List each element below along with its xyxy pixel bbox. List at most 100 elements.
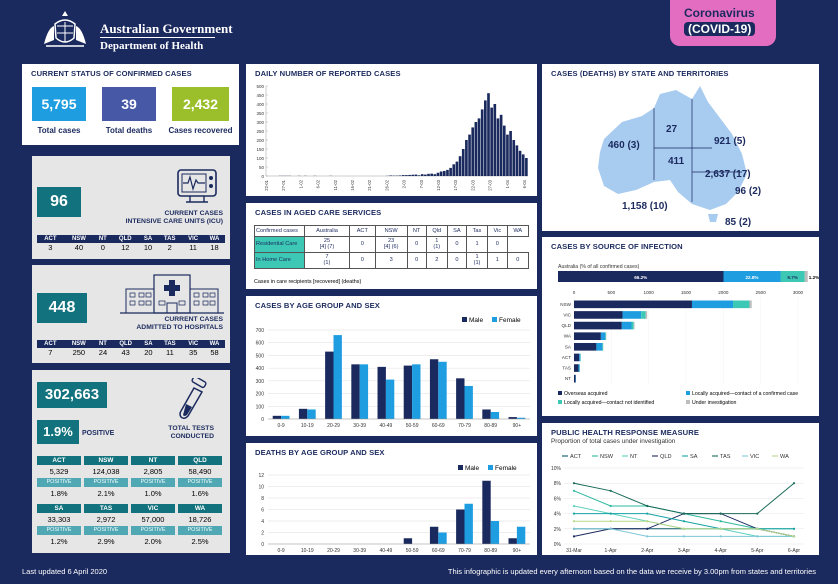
phrm-point bbox=[682, 535, 686, 538]
footer-note: This infographic is updated every aftern… bbox=[447, 567, 816, 576]
state-label: NT bbox=[93, 340, 112, 348]
daily-x-tick: 17-03 bbox=[453, 179, 458, 190]
source-bar bbox=[622, 311, 642, 319]
state-label: SA bbox=[139, 235, 158, 243]
phrm-legend-label: ACT bbox=[570, 454, 582, 460]
deaths-chart: 0 2 4 6 8 10 12 0-9 10-19 20-29 30-39 40-49 50-59 60-… bbox=[258, 465, 530, 554]
state-value: 3 bbox=[48, 243, 53, 252]
source-bar bbox=[574, 364, 579, 372]
source-aus-pct: 1.2% bbox=[809, 275, 819, 280]
test-positive-tag: POSITIVE bbox=[37, 478, 81, 487]
phrm-point bbox=[646, 527, 649, 530]
source-title: CASES BY SOURCE OF INFECTION bbox=[551, 242, 683, 251]
total-cases-box: 5,795 bbox=[32, 87, 86, 121]
bar-female bbox=[385, 379, 395, 419]
aged-care-table: Confirmed cases Australia ACT NSW NT Qld SA Tas… bbox=[254, 225, 529, 269]
aged-row-label: In Home Care bbox=[254, 251, 305, 269]
tests-state-grid: ACT 5,329 POSITIVE 1.8% NSW 124,038 POSITIVE 2.… bbox=[37, 456, 225, 550]
source-bar bbox=[602, 343, 604, 351]
daily-x-tick: 27-03 bbox=[488, 179, 493, 190]
daily-bar bbox=[420, 174, 424, 176]
daily-bar bbox=[461, 149, 465, 176]
daily-bar bbox=[512, 140, 516, 176]
daily-bar bbox=[484, 100, 487, 176]
source-x-tick: 1000 bbox=[644, 290, 655, 295]
test-state-pct: 2.1% bbox=[97, 489, 115, 498]
state-value: 7 bbox=[48, 348, 53, 357]
aged-row-label: Residential Care bbox=[254, 236, 305, 253]
total-cases-label: Total cases bbox=[37, 126, 81, 135]
x-tick: 60-69 bbox=[432, 423, 445, 429]
aged-cell: 0 bbox=[406, 236, 427, 253]
aged-care-panel: CASES IN AGED CARE SERVICES Confirmed ca… bbox=[246, 203, 537, 289]
aged-cell: 0 bbox=[487, 236, 508, 253]
phrm-legend-label: WA bbox=[780, 454, 789, 460]
phrm-point bbox=[572, 489, 576, 492]
icu-panel: 96 CURRENT CASES INTENSIVE CARE UNITS (I… bbox=[32, 156, 230, 259]
icu-label-1: CURRENT CASES bbox=[164, 210, 223, 217]
source-bar bbox=[578, 364, 580, 372]
gov-divider bbox=[100, 37, 215, 38]
y-tick: 300 bbox=[256, 379, 265, 385]
aged-cell: 2 bbox=[425, 251, 448, 269]
daily-bar bbox=[468, 134, 471, 176]
daily-bar bbox=[502, 125, 506, 176]
daily-bar bbox=[471, 127, 475, 176]
phrm-legend-label: NT bbox=[630, 454, 638, 460]
aged-cell: 0 bbox=[446, 236, 467, 253]
daily-bar bbox=[515, 145, 519, 176]
status-title: CURRENT STATUS OF CONFIRMED CASES bbox=[31, 69, 192, 78]
phrm-point bbox=[756, 512, 759, 515]
legend-male-label: Male bbox=[465, 465, 479, 472]
daily-bar bbox=[506, 134, 509, 176]
x-tick: 90+ bbox=[513, 423, 522, 429]
daily-bar bbox=[458, 156, 462, 176]
daily-y-tick: 200 bbox=[256, 138, 264, 143]
daily-x-tick: 21-02 bbox=[367, 179, 372, 190]
state-value: 12 bbox=[121, 243, 130, 252]
state-value: 24 bbox=[98, 348, 108, 357]
deaths-title: DEATHS BY AGE GROUP AND SEX bbox=[255, 448, 385, 457]
phrm-point bbox=[572, 482, 576, 485]
test-state-pct: 1.2% bbox=[50, 537, 68, 546]
map-panel: CASES (DEATHS) BY STATE AND TERRITORIES … bbox=[542, 64, 819, 231]
daily-y-tick: 350 bbox=[256, 111, 264, 116]
positive-label: POSITIVE bbox=[82, 430, 115, 437]
aged-cell: 7 (1) bbox=[304, 251, 350, 269]
source-y-tick: WA bbox=[564, 334, 572, 339]
phrm-title: PUBLIC HEALTH RESPONSE MEASURE bbox=[551, 428, 699, 437]
status-panel: CURRENT STATUS OF CONFIRMED CASES 5,795 … bbox=[22, 64, 239, 145]
map-label-act: 96 (2) bbox=[735, 186, 761, 197]
positive-pct: 1.9% bbox=[37, 420, 79, 444]
phrm-point bbox=[682, 512, 686, 515]
daily-bar bbox=[496, 118, 500, 176]
test-state-count: 2,805 bbox=[143, 467, 163, 476]
source-x-tick: 2000 bbox=[718, 290, 729, 295]
legend-female-label: Female bbox=[495, 465, 517, 472]
daily-panel: DAILY NUMBER OF REPORTED CASES 0 50 100 150… bbox=[246, 64, 537, 196]
phrm-panel: PUBLIC HEALTH RESPONSE MEASURE Proportio… bbox=[542, 423, 819, 555]
source-bar bbox=[600, 332, 606, 340]
phrm-x-tick: 5-Apr bbox=[751, 548, 764, 554]
aged-title: CASES IN AGED CARE SERVICES bbox=[255, 208, 382, 217]
bar-female bbox=[490, 412, 500, 419]
age-sex-title: CASES BY AGE GROUP AND SEX bbox=[255, 301, 380, 310]
test-state-count: 18,726 bbox=[188, 515, 212, 524]
bar-female bbox=[438, 532, 447, 544]
bar-male bbox=[429, 526, 439, 544]
daily-bar bbox=[490, 107, 493, 176]
bar-male bbox=[325, 351, 334, 419]
test-state-name: VIC bbox=[131, 504, 175, 513]
phrm-point bbox=[609, 512, 612, 515]
test-state-pct: 2.0% bbox=[144, 537, 162, 546]
source-aus-segment bbox=[780, 271, 805, 282]
phrm-y-tick: 6% bbox=[554, 496, 562, 502]
state-value: 18 bbox=[210, 243, 219, 252]
aged-cell: 0 bbox=[348, 236, 376, 253]
phrm-x-tick: 6-Apr bbox=[788, 548, 801, 554]
source-legend-label: Overseas acquired bbox=[564, 391, 608, 397]
daily-x-tick: 26-02 bbox=[384, 179, 389, 190]
phrm-point bbox=[572, 512, 576, 515]
y-tick: 2 bbox=[261, 531, 264, 537]
phrm-line-nsw bbox=[573, 490, 794, 530]
